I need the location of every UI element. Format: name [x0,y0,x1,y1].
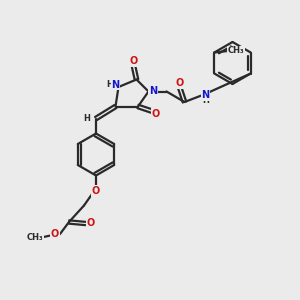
Text: N: N [149,86,157,97]
Text: H: H [202,96,209,105]
Text: H: H [107,80,113,88]
Text: N: N [201,90,210,100]
Text: O: O [129,56,138,66]
Text: CH₃: CH₃ [228,46,244,56]
Text: H: H [83,114,90,123]
Text: CH₃: CH₃ [27,232,44,242]
Text: O: O [152,109,160,119]
Text: O: O [92,186,100,196]
Text: O: O [176,78,184,88]
Text: N: N [111,80,120,90]
Text: O: O [86,218,95,229]
Text: O: O [51,229,59,239]
